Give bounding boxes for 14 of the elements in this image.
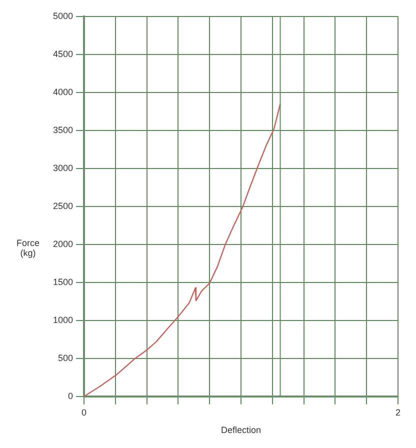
y-axis-title: Force (kg) bbox=[15, 238, 40, 258]
x-axis-title: Deflection bbox=[220, 425, 262, 436]
y-tick-label: 5000 bbox=[52, 10, 74, 21]
y-tick-label: 3000 bbox=[52, 162, 74, 173]
y-tick-label: 2500 bbox=[52, 200, 74, 211]
y-tick-label: 3500 bbox=[52, 124, 74, 135]
y-tick-label: 1500 bbox=[52, 276, 74, 287]
y-tick-label: 500 bbox=[58, 352, 74, 363]
y-tick-label: 1000 bbox=[52, 314, 74, 325]
y-tick-label: 4000 bbox=[52, 86, 74, 97]
y-tick-label: 4500 bbox=[52, 48, 74, 59]
y-tick-label: 2000 bbox=[52, 238, 74, 249]
x-tick-label: 2 bbox=[395, 407, 401, 418]
y-tick-label: 0 bbox=[68, 390, 74, 401]
